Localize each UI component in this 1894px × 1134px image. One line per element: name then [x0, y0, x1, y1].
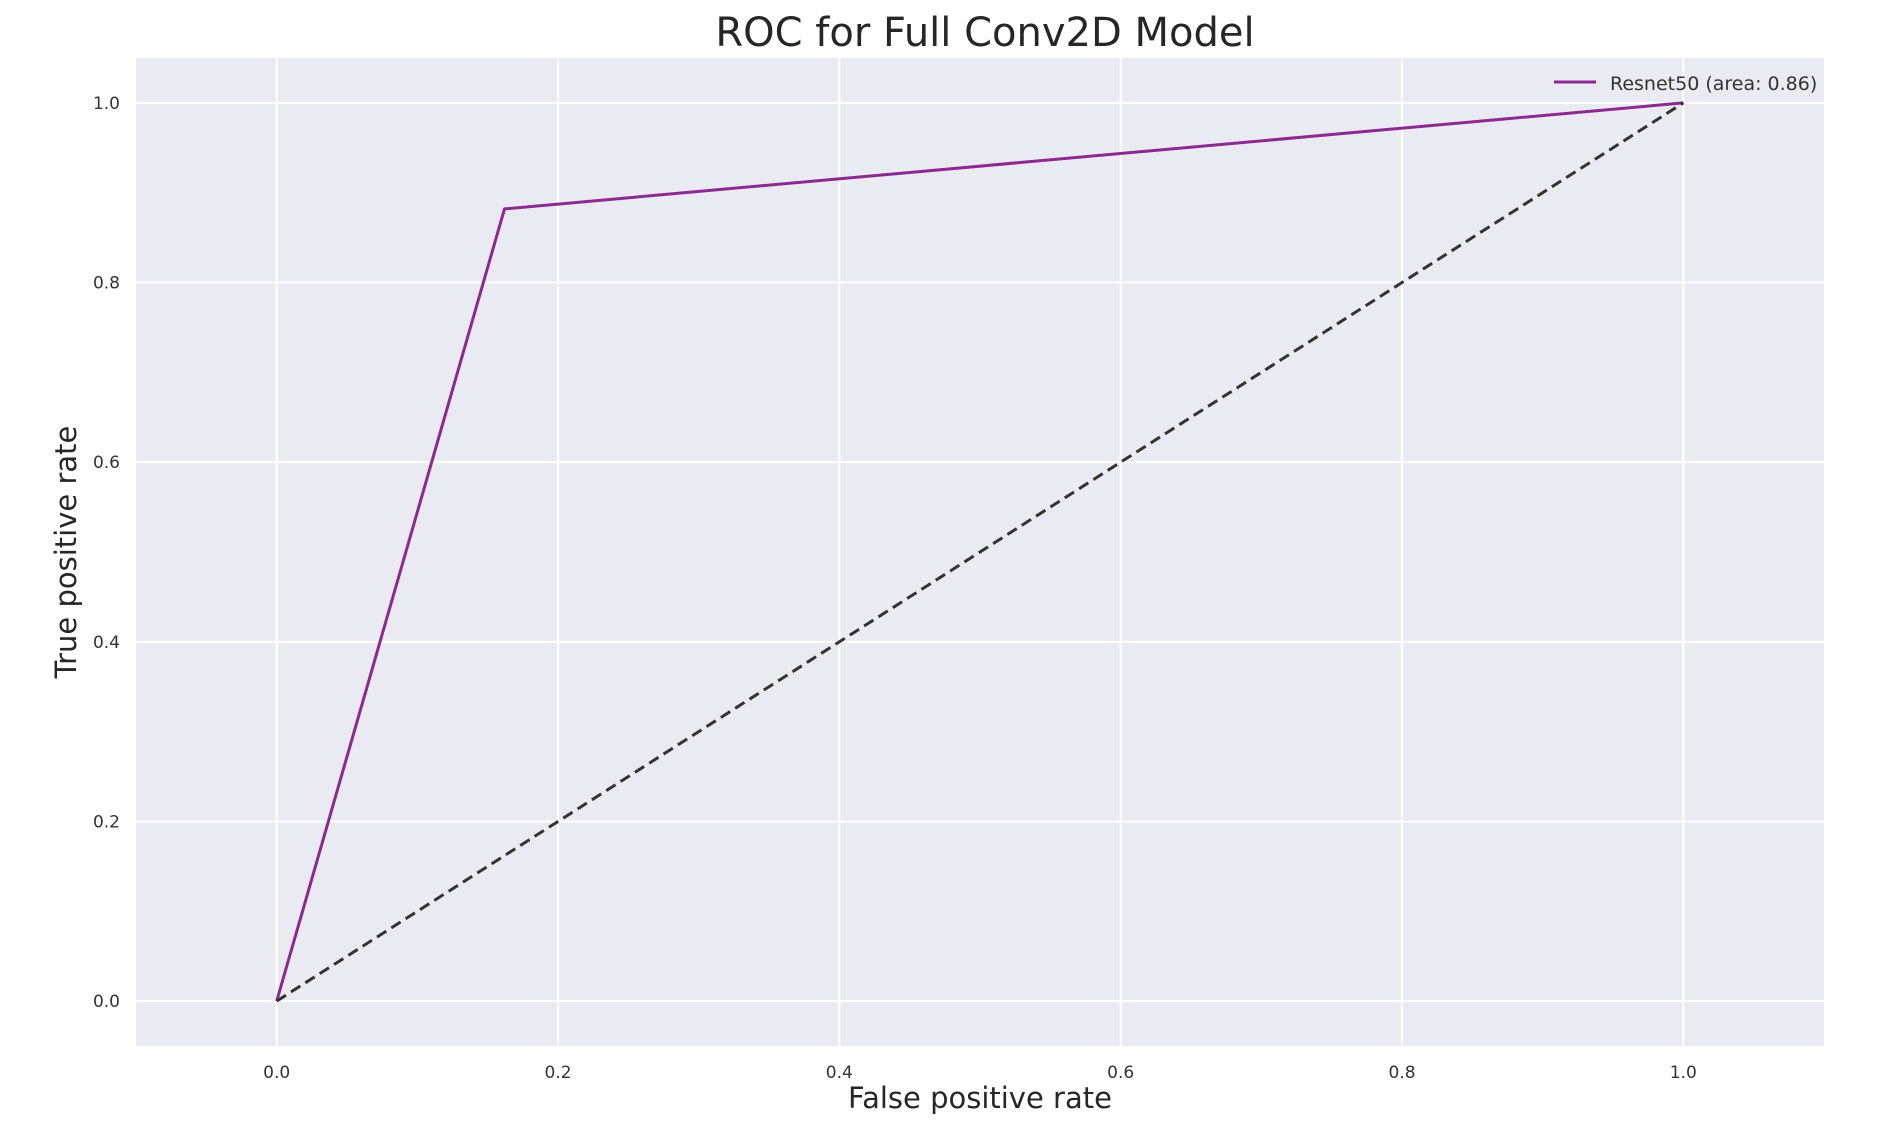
chart-title: ROC for Full Conv2D Model — [715, 10, 1254, 56]
x-tick-label: 0.6 — [1107, 1063, 1134, 1083]
x-tick-labels: 0.0 0.2 0.4 0.6 0.8 1.0 — [263, 1063, 1697, 1083]
legend-label-resnet50: Resnet50 (area: 0.86) — [1610, 73, 1817, 95]
y-axis-label: True positive rate — [49, 426, 83, 680]
y-tick-label: 0.8 — [93, 274, 120, 294]
x-tick-label: 0.0 — [263, 1063, 290, 1083]
x-tick-label: 0.2 — [544, 1063, 571, 1083]
x-tick-label: 1.0 — [1670, 1063, 1697, 1083]
grid-lines — [136, 58, 1824, 1046]
y-tick-label: 1.0 — [93, 94, 120, 114]
y-tick-label: 0.4 — [93, 633, 120, 653]
series-line-resnet50 — [275, 101, 1684, 1002]
y-tick-label: 0.6 — [93, 453, 120, 473]
x-tick-label: 0.8 — [1388, 1063, 1415, 1083]
y-tick-label: 0.2 — [93, 812, 120, 832]
x-tick-label: 0.4 — [826, 1063, 853, 1083]
series-lines — [275, 101, 1685, 1003]
y-tick-labels: 0.0 0.2 0.4 0.6 0.8 1.0 — [93, 94, 120, 1012]
legend: Resnet50 (area: 0.86) — [1554, 73, 1817, 95]
series-line-chance-diagonal — [275, 101, 1685, 1003]
x-axis-label: False positive rate — [848, 1081, 1112, 1115]
y-tick-label: 0.0 — [93, 992, 120, 1012]
